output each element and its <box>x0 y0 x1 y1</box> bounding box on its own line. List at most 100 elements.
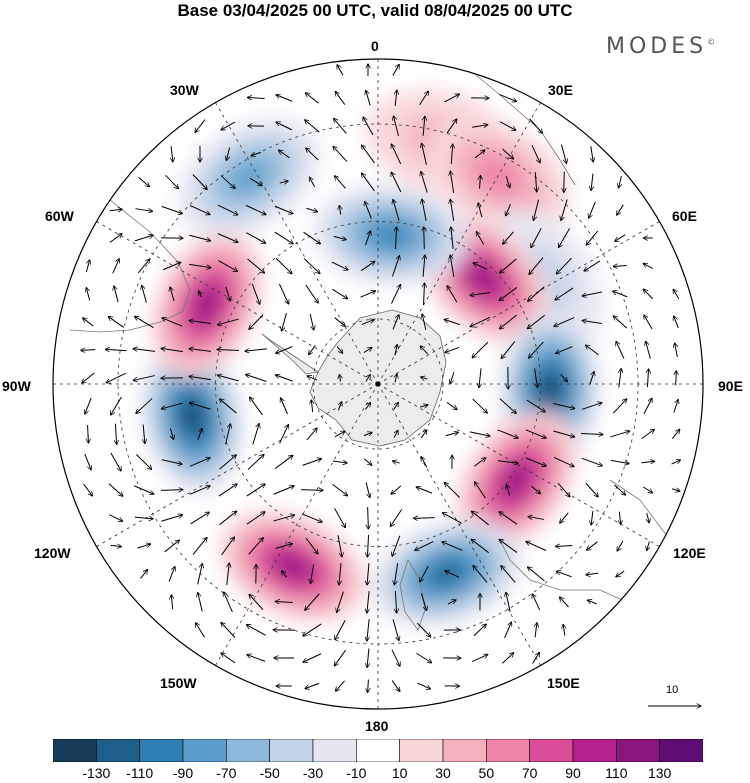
lon-label-0: 0 <box>371 38 379 54</box>
wind-arrow <box>88 425 89 443</box>
wind-arrow <box>643 398 652 414</box>
wind-arrow <box>392 535 401 557</box>
wind-arrow <box>171 595 172 610</box>
wind-arrow <box>249 177 262 185</box>
colorbar-swatch <box>356 739 400 762</box>
wind-arrow <box>533 199 540 221</box>
wind-arrow <box>220 399 237 414</box>
wind-arrow <box>170 287 175 302</box>
wind-arrow <box>245 349 267 351</box>
meridian-line <box>215 383 379 666</box>
wind-arrow <box>306 148 319 161</box>
wind-arrow <box>334 649 347 666</box>
wind-arrow <box>311 400 312 413</box>
wind-arrow <box>274 231 294 244</box>
map-title: Base 03/04/2025 00 UTC, valid 08/04/2025… <box>177 1 573 20</box>
wind-arrow <box>305 93 319 104</box>
wind-arrow <box>365 482 370 497</box>
meridian-line <box>377 221 660 385</box>
wind-arrow <box>525 457 546 466</box>
wind-arrow <box>247 258 265 273</box>
wind-arrow <box>610 431 629 438</box>
wind-arrow <box>275 601 293 602</box>
wind-arrow <box>505 176 509 187</box>
wind-arrow <box>135 209 152 212</box>
wind-arrow <box>108 483 123 496</box>
wind-arrow <box>420 346 429 355</box>
wind-arrow <box>647 513 650 523</box>
wind-arrow <box>446 119 457 134</box>
wind-arrow <box>367 562 369 585</box>
wind-arrow <box>171 146 173 162</box>
wind-arrow <box>422 199 427 221</box>
wind-arrow <box>282 312 287 331</box>
colorbar-tick-label: -10 <box>346 765 367 781</box>
wind-arrow <box>643 289 654 300</box>
wind-arrow <box>367 619 369 641</box>
wind-arrow <box>309 177 316 188</box>
wind-arrow <box>248 538 263 555</box>
wind-arrow <box>531 228 542 247</box>
lon-label-30w: 30W <box>170 82 199 98</box>
wind-arrow <box>112 259 119 274</box>
lon-label-90w: 90W <box>2 378 31 394</box>
wind-arrow <box>189 458 210 467</box>
wind-arrow <box>161 515 182 522</box>
wind-arrow <box>246 484 265 497</box>
wind-arrow <box>499 314 517 329</box>
wind-arrow <box>589 201 596 218</box>
colorbar-swatch <box>96 739 140 762</box>
wind-arrow <box>83 483 93 496</box>
wind-arrow <box>362 173 375 192</box>
wind-arrow <box>472 398 488 413</box>
wind-arrow <box>555 287 574 300</box>
wind-arrow <box>362 145 375 164</box>
wind-arrow <box>143 424 145 444</box>
wind-arrow <box>135 316 154 329</box>
wind-arrow <box>332 288 347 298</box>
wind-arrow <box>529 341 544 358</box>
wind-arrow <box>247 655 266 662</box>
wind-arrow <box>365 375 370 382</box>
wind-arrow <box>305 682 320 688</box>
wind-arrow <box>334 508 346 527</box>
colorbar-swatch <box>53 739 97 762</box>
wind-arrow <box>504 622 512 639</box>
wind-arrow <box>160 490 183 491</box>
meridian-line <box>215 102 379 385</box>
wind-arrow <box>674 316 679 329</box>
wind-arrow <box>641 461 654 462</box>
wind-arrow <box>451 227 453 249</box>
wind-arrow <box>189 376 211 381</box>
wind-arrow <box>584 260 601 271</box>
wind-arrow <box>419 91 429 106</box>
wind-arrow <box>332 483 347 496</box>
wind-arrow <box>279 150 290 159</box>
wind-arrow <box>557 482 570 497</box>
wind-arrow <box>335 680 345 691</box>
wind-arrow <box>105 349 127 350</box>
wind-arrow <box>309 313 314 330</box>
logo-mark: © <box>707 37 716 47</box>
wind-arrow <box>246 625 266 636</box>
south-america-coast <box>59 169 191 333</box>
colorbar-swatch <box>659 739 703 762</box>
wind-arrow <box>392 256 399 277</box>
wind-arrow <box>281 571 287 578</box>
wind-arrow <box>365 231 370 246</box>
wind-arrow <box>531 485 541 494</box>
wind-arrow <box>473 263 488 270</box>
antarctica-landmass <box>309 309 447 447</box>
wind-arrow <box>142 285 147 303</box>
anomaly-contour <box>542 378 558 402</box>
wind-arrow <box>473 624 486 637</box>
wind-arrow <box>614 484 625 495</box>
wind-arrow <box>392 64 399 76</box>
wind-arrow <box>646 341 651 359</box>
wind-arrow <box>195 623 205 638</box>
colorbar-tick-label: -70 <box>216 765 237 781</box>
wind-arrow <box>585 345 599 356</box>
wind-arrow <box>393 116 400 137</box>
wind-arrow <box>447 286 458 303</box>
wind-arrow <box>497 460 518 464</box>
